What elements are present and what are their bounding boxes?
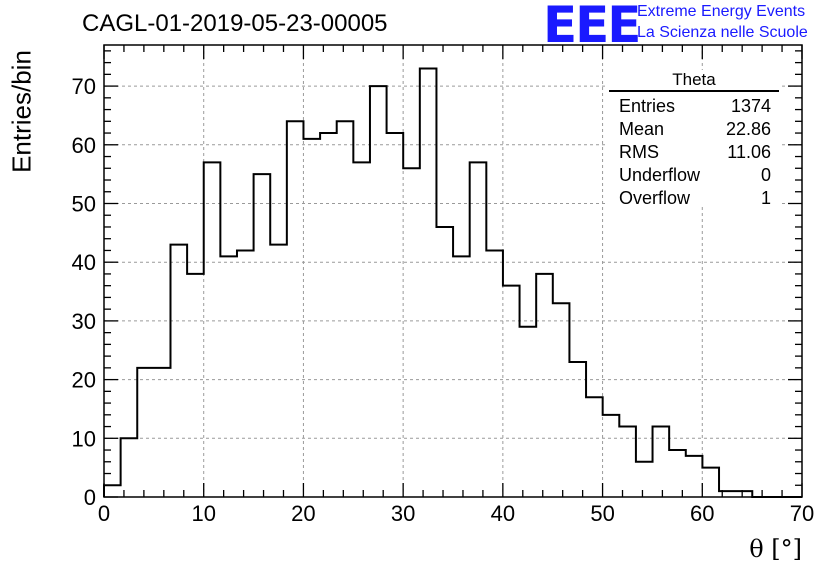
- stats-box-background: [606, 70, 782, 205]
- x-tick-label: 60: [690, 501, 714, 526]
- y-tick-label: 70: [72, 74, 96, 99]
- plot-frame: [103, 44, 803, 498]
- stats-label: Overflow: [619, 188, 691, 208]
- stats-row-overflow: Overflow 1: [609, 187, 779, 210]
- stats-value: 1: [760, 188, 771, 208]
- logo-text-line1: Extreme Energy Events: [637, 3, 806, 20]
- stats-label: Mean: [619, 119, 665, 139]
- stats-label: Underflow: [619, 165, 701, 185]
- x-tick-label: 0: [98, 501, 110, 526]
- stats-row-underflow: Underflow 0: [609, 164, 779, 187]
- x-tick-label: 50: [590, 501, 614, 526]
- chart-title: CAGL-01-2019-05-23-00005: [82, 10, 388, 37]
- stats-value: 0: [760, 165, 771, 185]
- stats-histogram-name: Theta: [609, 70, 779, 92]
- y-tick-label: 10: [72, 426, 96, 451]
- stats-value: 1374: [730, 96, 771, 116]
- logo-text-line2: La Scienza nelle Scuole: [637, 24, 808, 41]
- histogram-series: [103, 67, 802, 498]
- y-tick-label: 30: [72, 309, 96, 334]
- x-tick-label: 20: [291, 501, 315, 526]
- stats-row-mean: Mean 22.86: [609, 118, 779, 141]
- x-tick-label: 30: [391, 501, 415, 526]
- x-tick-label: 70: [790, 501, 814, 526]
- stats-box: Theta Entries 1374 Mean 22.86 RMS 11.06 …: [609, 70, 779, 210]
- stats-row-entries: Entries 1374: [609, 95, 779, 118]
- y-tick-label: 50: [72, 191, 96, 216]
- y-tick-label: 60: [72, 133, 96, 158]
- x-tick-label: 40: [491, 501, 515, 526]
- stats-row-rms: RMS 11.06: [609, 141, 779, 164]
- stats-value: 22.86: [725, 119, 771, 139]
- y-tick-label: 20: [72, 368, 96, 393]
- y-tick-label: 40: [72, 250, 96, 275]
- stats-label: RMS: [619, 142, 659, 162]
- x-tick-label: 10: [191, 501, 215, 526]
- stats-label: Entries: [619, 96, 676, 116]
- y-tick-label: 0: [84, 485, 96, 510]
- stats-value: 11.06: [727, 142, 771, 162]
- x-axis-label: θ [°]: [749, 535, 802, 563]
